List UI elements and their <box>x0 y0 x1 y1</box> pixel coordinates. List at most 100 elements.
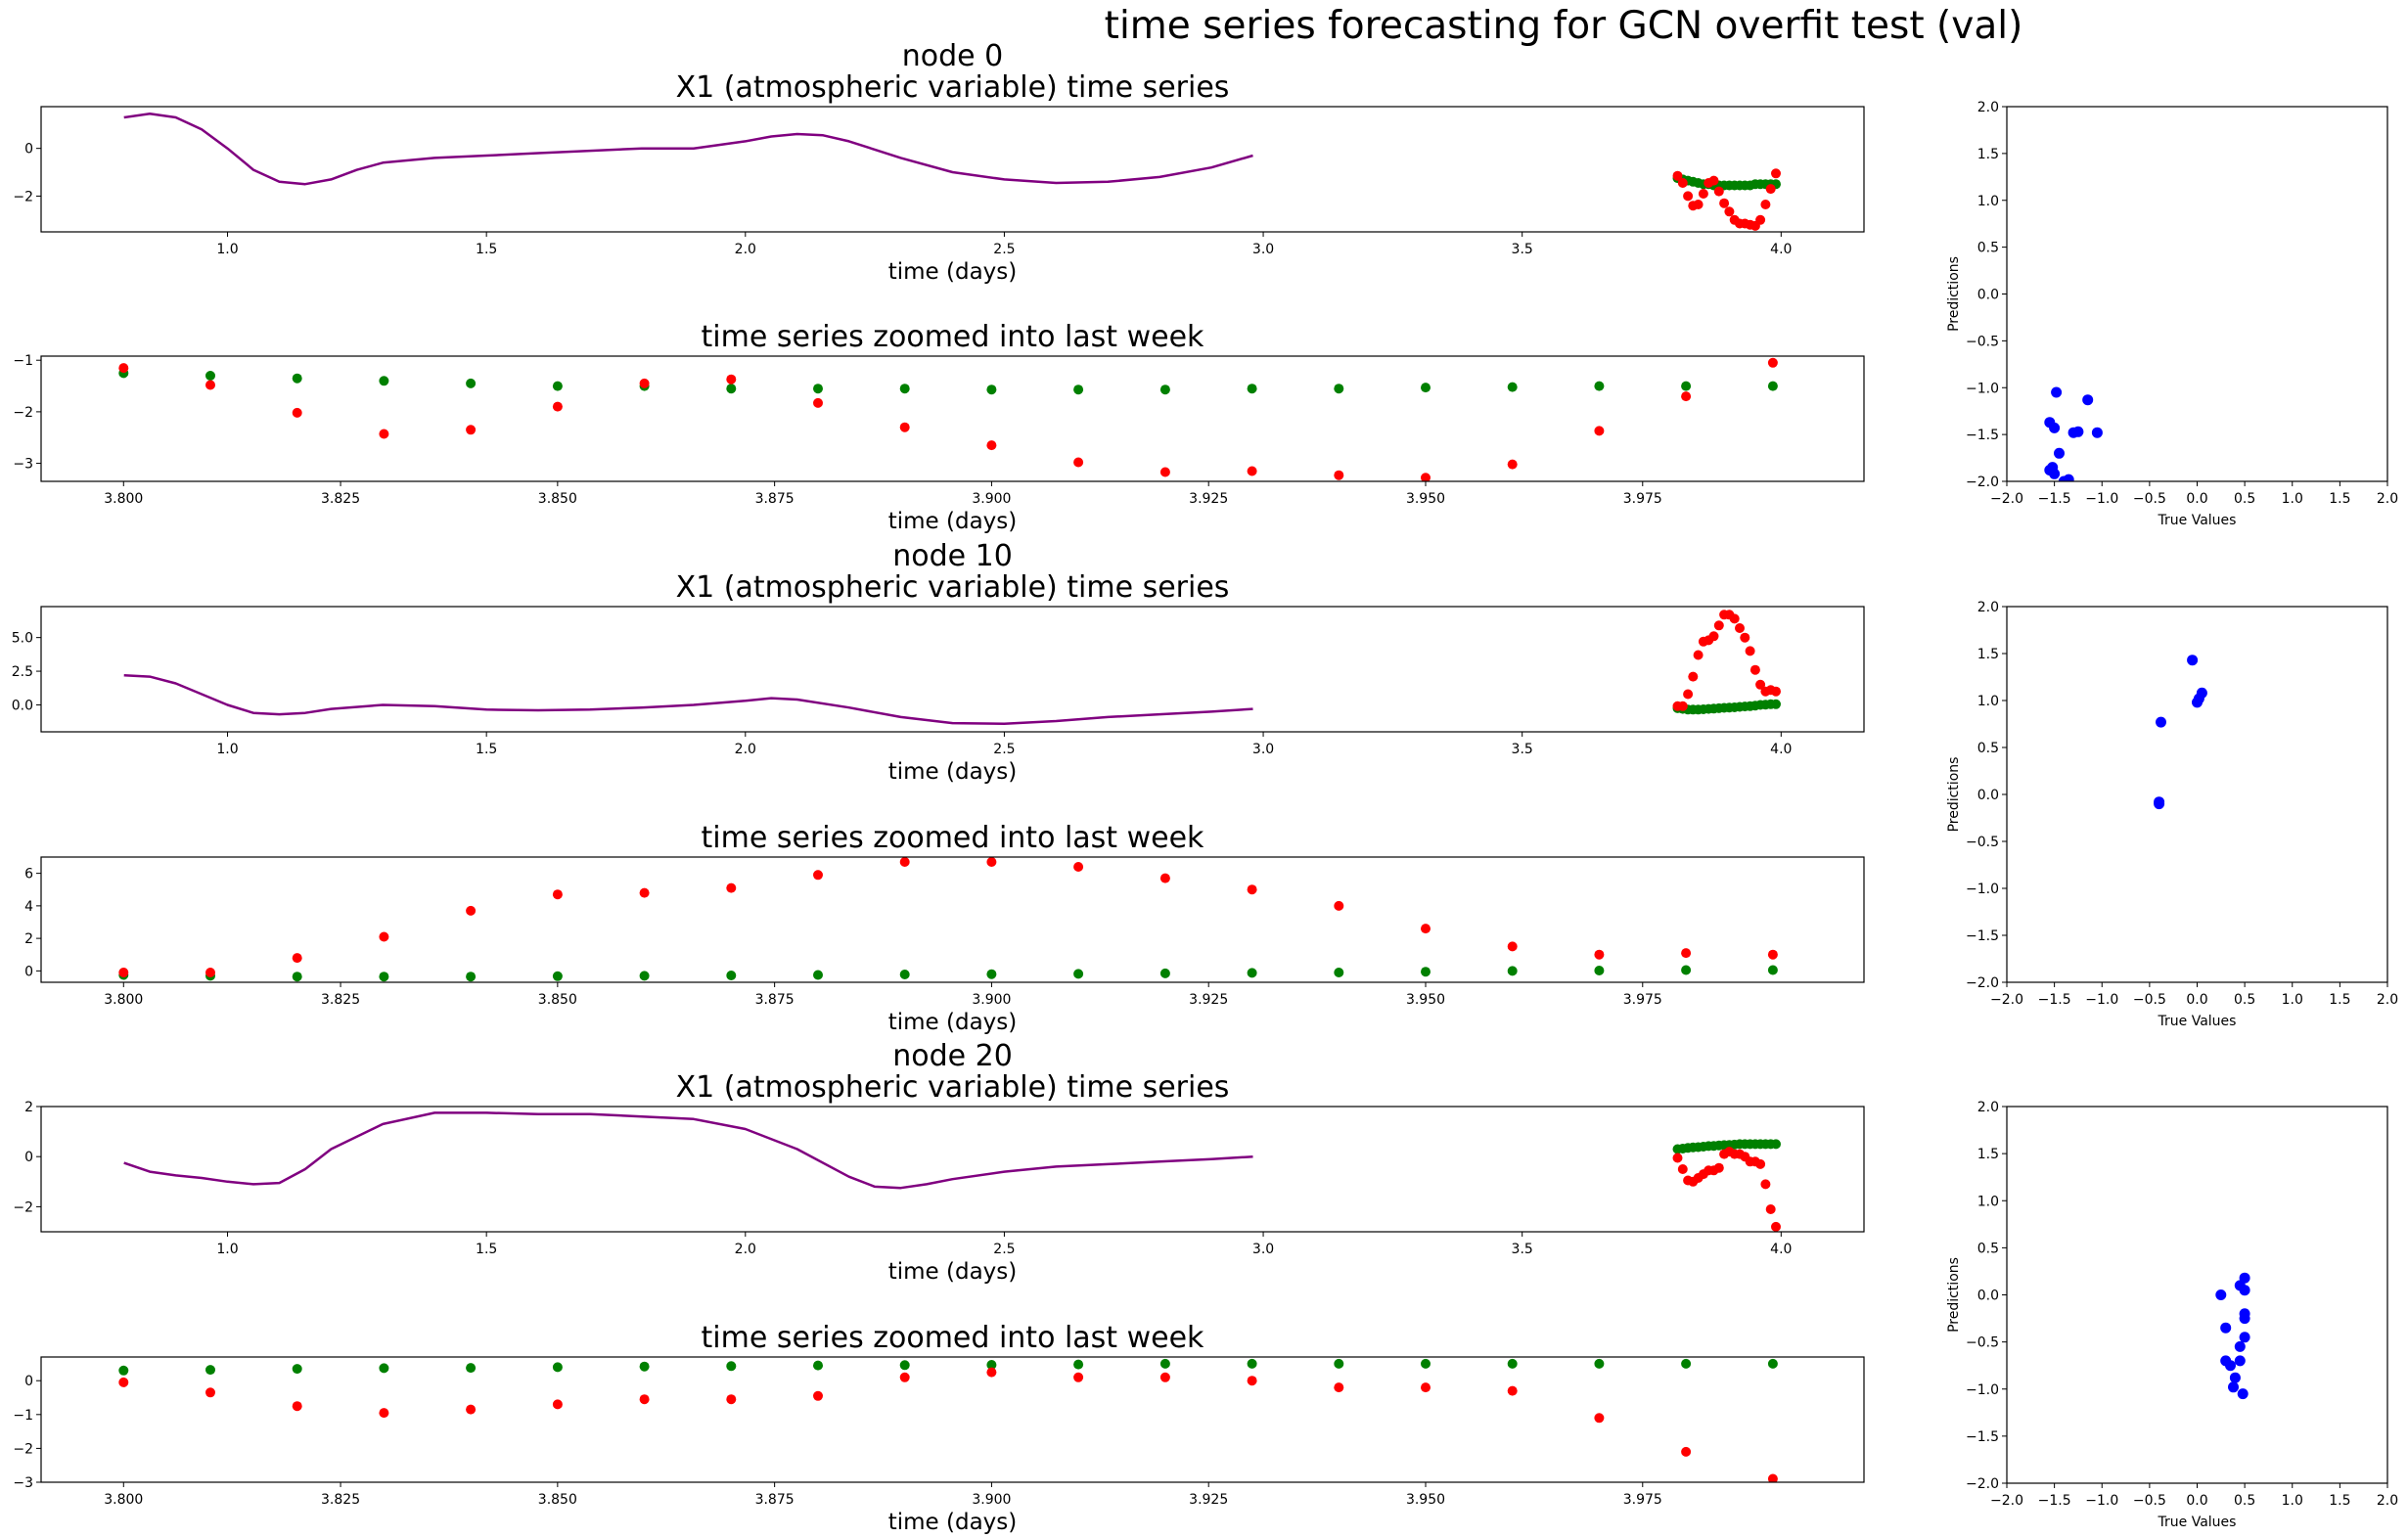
truth-point <box>1735 623 1745 633</box>
x-tick-label: 3.850 <box>538 992 577 1008</box>
y-tick-label: 0.0 <box>1977 288 1999 303</box>
truth-point <box>1749 664 1760 675</box>
y-tick-label: 1.0 <box>1977 1194 1999 1209</box>
x-tick-label: 1.0 <box>2282 491 2303 507</box>
truth-point <box>552 1399 563 1410</box>
prediction-point <box>292 1364 302 1375</box>
truth-point <box>726 374 737 384</box>
y-tick-label: −1 <box>13 353 33 369</box>
axes-frame <box>40 106 1865 233</box>
x-tick-label: 3.800 <box>104 1492 143 1508</box>
x-tick-label: 3.925 <box>1189 992 1228 1008</box>
plot-area <box>118 357 1778 481</box>
prediction-point <box>552 1362 563 1373</box>
x-tick-label: 0.0 <box>2186 992 2207 1008</box>
prediction-point <box>639 1361 650 1372</box>
prediction-point <box>1507 966 1518 976</box>
truth-point <box>466 905 477 916</box>
y-tick-label: −2.0 <box>1966 1476 1999 1492</box>
prediction-point <box>205 371 215 381</box>
truth-point <box>1771 1221 1781 1232</box>
y-tick-label: 6 <box>24 867 33 882</box>
plot-area <box>118 1358 1778 1482</box>
prediction-point <box>899 384 910 394</box>
truth-point <box>1683 191 1694 202</box>
truth-point <box>1740 632 1750 643</box>
truth-point <box>1507 459 1518 470</box>
truth-point <box>1421 473 1431 481</box>
truth-point <box>379 931 389 942</box>
subplot-grid: node 0X1 (atmospheric variable) time ser… <box>12 39 2398 1535</box>
truth-point <box>726 1394 737 1405</box>
prediction-point <box>726 384 737 394</box>
truth-point <box>1719 198 1730 208</box>
scatter-point <box>2234 1340 2246 1352</box>
y-tick-label: 0.0 <box>12 698 33 713</box>
truth-point <box>1677 178 1688 188</box>
truth-point <box>1507 1385 1518 1396</box>
truth-point <box>1247 1376 1257 1386</box>
x-tick-label: 3.875 <box>755 491 795 507</box>
scatter-point <box>2051 386 2063 398</box>
y-tick-label: 0 <box>24 142 33 158</box>
prediction-point <box>1594 381 1605 391</box>
prediction-point <box>1681 1358 1692 1369</box>
truth-point <box>1681 391 1692 402</box>
truth-point <box>379 1408 389 1419</box>
prediction-point <box>813 1360 823 1371</box>
prediction-point <box>1247 968 1257 978</box>
prediction-point <box>1771 699 1781 709</box>
panel-title: time series zoomed into last week <box>702 320 1205 354</box>
x-tick-label: 3.0 <box>1252 1242 1274 1257</box>
truth-point <box>1159 1372 1170 1382</box>
x-tick-label: 3.850 <box>538 491 577 507</box>
truth-point <box>1688 671 1699 682</box>
truth-point <box>639 378 650 388</box>
truth-point <box>1693 200 1704 209</box>
truth-point <box>1760 200 1771 209</box>
x-tick-label: 0.5 <box>2234 992 2255 1008</box>
x-tick-label: 3.0 <box>1252 742 1274 757</box>
truth-point <box>1421 1382 1431 1393</box>
prediction-point <box>1247 1358 1257 1369</box>
y-tick-label: 1.5 <box>1977 1147 1999 1162</box>
x-tick-label: 1.5 <box>2329 1493 2350 1509</box>
x-tick-label: −0.5 <box>2133 491 2166 507</box>
plot-area <box>123 113 1781 231</box>
truth-point <box>292 953 302 964</box>
truth-point <box>552 401 563 412</box>
truth-point <box>1334 470 1344 480</box>
y-tick-label: 0.0 <box>1977 1289 1999 1304</box>
truth-point <box>1713 186 1724 197</box>
x-tick-label: 2.0 <box>735 242 756 257</box>
y-tick-label: −1 <box>13 1408 33 1424</box>
truth-point <box>1421 924 1431 934</box>
x-tick-label: 1.5 <box>476 742 497 757</box>
truth-point <box>292 407 302 418</box>
x-tick-label: 3.5 <box>1512 1242 1533 1257</box>
scatter-point <box>2054 447 2065 459</box>
prediction-point <box>466 378 477 388</box>
x-tick-label: 2.0 <box>735 1242 756 1257</box>
x-tick-label: 3.975 <box>1623 992 1662 1008</box>
truth-point <box>205 1387 215 1398</box>
truth-point <box>726 882 737 893</box>
truth-point <box>986 440 997 451</box>
prediction-point <box>726 971 737 980</box>
prediction-point <box>1767 965 1778 975</box>
x-tick-label: 4.0 <box>1770 242 1792 257</box>
y-tick-label: 0.0 <box>1977 788 1999 803</box>
truth-point <box>205 968 215 977</box>
x-tick-label: 3.975 <box>1623 1492 1662 1508</box>
y-tick-label: −3 <box>13 457 33 473</box>
scatter-point <box>2154 798 2165 810</box>
x-axis-label: time (days) <box>888 1010 1018 1035</box>
y-tick-label: −1.5 <box>1966 1429 1999 1445</box>
truth-point <box>1073 862 1084 872</box>
prediction-point <box>1159 968 1170 978</box>
prediction-point <box>1247 384 1257 394</box>
plot-area <box>123 610 1781 725</box>
x-tick-label: 1.0 <box>216 242 238 257</box>
